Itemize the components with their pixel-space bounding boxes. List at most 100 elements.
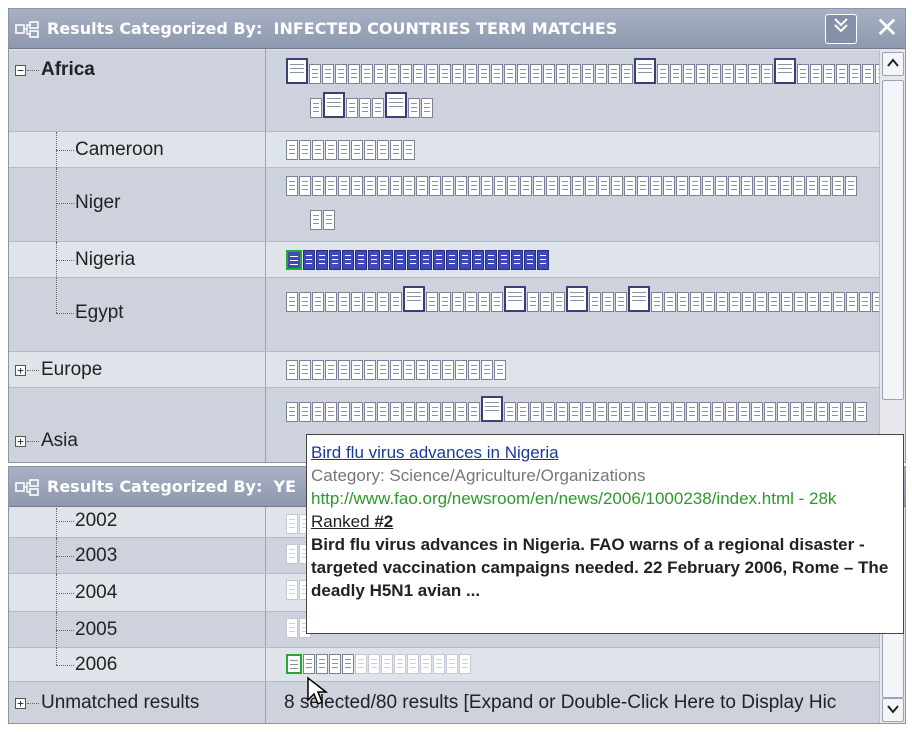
document-icon[interactable] (316, 654, 328, 674)
doc-icons-cell[interactable]: 8 selected/80 results [Expand or Double-… (266, 682, 879, 723)
document-icon[interactable] (322, 64, 334, 84)
tooltip-title-link[interactable]: Bird flu virus advances in Nigeria (311, 443, 559, 462)
document-icon[interactable] (342, 654, 354, 674)
document-icon[interactable] (338, 140, 350, 160)
document-icon[interactable] (777, 402, 789, 422)
document-icon[interactable] (755, 292, 767, 312)
document-icon[interactable] (608, 64, 620, 84)
document-icon[interactable] (455, 402, 467, 422)
document-icon[interactable] (416, 402, 428, 422)
document-icon[interactable] (372, 98, 384, 118)
document-icon[interactable] (403, 176, 415, 196)
document-icon[interactable] (338, 176, 350, 196)
document-icon[interactable] (676, 176, 688, 196)
doc-icons-cell[interactable] (266, 352, 879, 387)
row-label-cell[interactable]: + Asia (9, 388, 265, 462)
document-icon[interactable] (846, 292, 858, 312)
scroll-thumb[interactable] (882, 80, 904, 400)
results-status-text[interactable]: 8 selected/80 results [Expand or Double-… (284, 692, 837, 713)
document-icon[interactable] (829, 402, 841, 422)
document-icon[interactable] (361, 64, 373, 84)
document-icon[interactable] (543, 402, 555, 422)
document-icon[interactable] (712, 402, 724, 422)
row-label-cell[interactable]: − Africa (9, 50, 265, 131)
document-icon[interactable] (323, 210, 335, 230)
document-icon[interactable] (660, 402, 672, 422)
document-icon[interactable] (394, 654, 406, 674)
document-icon[interactable] (286, 58, 308, 84)
document-icon[interactable] (810, 64, 822, 84)
document-icon[interactable] (329, 250, 341, 270)
document-icon[interactable] (310, 98, 322, 118)
document-icon[interactable] (715, 176, 727, 196)
document-icon[interactable] (325, 292, 337, 312)
document-icon[interactable] (537, 250, 549, 270)
document-icon[interactable] (624, 176, 636, 196)
document-icon[interactable] (842, 402, 854, 422)
document-icon[interactable] (504, 402, 516, 422)
document-icon[interactable] (286, 580, 298, 600)
document-icon[interactable] (748, 64, 760, 84)
tree-row-europe[interactable]: + Europe (9, 352, 879, 388)
document-icon[interactable] (338, 360, 350, 380)
document-icon[interactable] (709, 64, 721, 84)
document-icon[interactable] (716, 292, 728, 312)
document-icon[interactable] (446, 250, 458, 270)
document-icon[interactable] (702, 176, 714, 196)
document-icon[interactable] (481, 396, 503, 422)
document-icon[interactable] (452, 64, 464, 84)
tree-row-africa[interactable]: − Africa (9, 50, 887, 132)
document-icon[interactable] (286, 360, 298, 380)
document-icon[interactable] (286, 514, 298, 534)
document-icon[interactable] (468, 360, 480, 380)
document-icon[interactable] (452, 292, 464, 312)
document-icon[interactable] (348, 64, 360, 84)
document-icon[interactable] (566, 286, 588, 312)
document-icon[interactable] (621, 64, 633, 84)
tree-row-niger[interactable]: Niger (9, 168, 879, 242)
document-icon[interactable] (690, 292, 702, 312)
document-icon[interactable] (543, 64, 555, 84)
document-icon[interactable] (494, 176, 506, 196)
document-icon[interactable] (738, 402, 750, 422)
document-icon[interactable] (442, 360, 454, 380)
document-icon[interactable] (472, 250, 484, 270)
document-icon[interactable] (325, 402, 337, 422)
document-icon[interactable] (299, 402, 311, 422)
document-icon[interactable] (421, 98, 433, 118)
row-label-cell[interactable]: 2004 (9, 574, 265, 612)
document-icon[interactable] (797, 64, 809, 84)
row-label-cell[interactable]: 2002 (9, 508, 265, 538)
document-icon[interactable] (517, 402, 529, 422)
document-icon[interactable] (569, 64, 581, 84)
document-icon[interactable] (780, 176, 792, 196)
tree-row-cameroon[interactable]: Cameroon (9, 132, 879, 168)
document-icon[interactable] (491, 64, 503, 84)
document-icon[interactable] (390, 176, 402, 196)
document-icon[interactable] (803, 402, 815, 422)
document-icon[interactable] (647, 402, 659, 422)
tree-row-egypt[interactable]: Egypt (9, 278, 897, 352)
document-icon[interactable] (420, 654, 432, 674)
row-label-cell[interactable]: 2003 (9, 538, 265, 574)
document-icon[interactable] (455, 360, 467, 380)
document-icon[interactable] (312, 360, 324, 380)
document-icon[interactable] (323, 92, 345, 118)
document-icon[interactable] (303, 654, 315, 674)
doc-icons-cell[interactable] (266, 242, 879, 277)
document-icon[interactable] (390, 292, 402, 312)
document-icon[interactable] (468, 176, 480, 196)
document-icon[interactable] (390, 360, 402, 380)
document-icon[interactable] (689, 176, 701, 196)
document-icon[interactable] (299, 360, 311, 380)
document-icon[interactable] (364, 292, 376, 312)
document-icon[interactable] (299, 292, 311, 312)
document-icon[interactable] (790, 402, 802, 422)
document-icon[interactable] (491, 292, 503, 312)
document-icon[interactable] (520, 176, 532, 196)
doc-icons-cell[interactable] (266, 648, 879, 681)
document-icon[interactable] (312, 176, 324, 196)
document-icon[interactable] (429, 402, 441, 422)
document-icon[interactable] (794, 292, 806, 312)
document-icon[interactable] (310, 210, 322, 230)
